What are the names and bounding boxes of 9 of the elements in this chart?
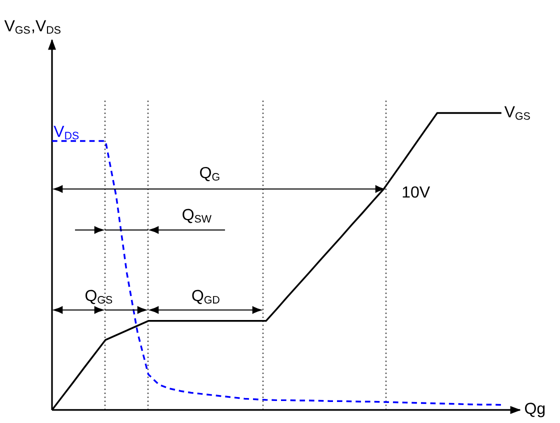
y-axis-title: V$_{GS}$,V$_{DS}$	[4, 20, 60, 34]
series-label: V$_{GS}$	[504, 106, 530, 120]
annotation: Q$_{SW}$	[182, 208, 212, 224]
x-axis-title: Qg	[525, 402, 545, 418]
annotation: Q$_{GS}$	[86, 290, 112, 304]
annotation: Q$_{GD}$	[192, 290, 220, 304]
series-label: V$_{DS}$	[54, 126, 79, 140]
annotation: 10V	[402, 186, 430, 198]
annotation: Q$_{G}$	[200, 166, 220, 182]
